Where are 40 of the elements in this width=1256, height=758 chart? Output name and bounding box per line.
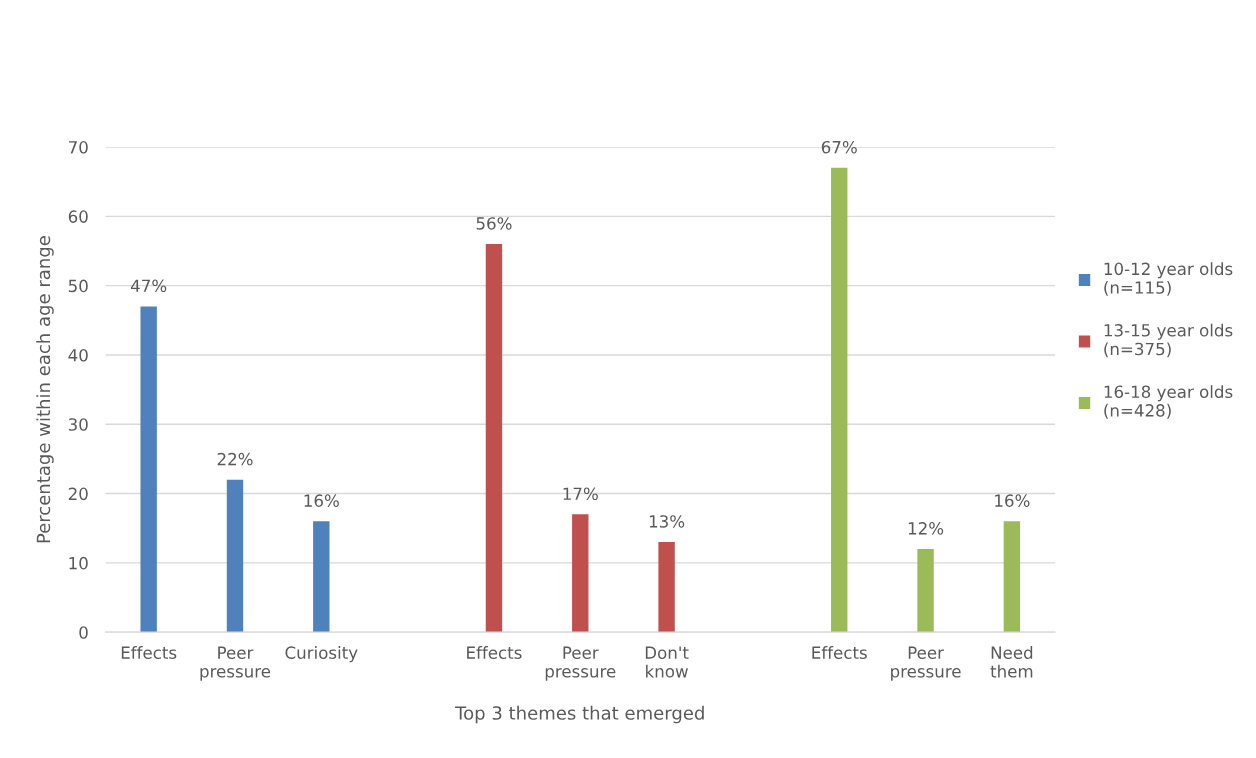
x-tick-label: Peer pressure xyxy=(200,646,271,681)
bar xyxy=(140,306,157,633)
x-tick-label: Don't know xyxy=(645,646,689,678)
legend-label: 10-12 year olds (n=115) xyxy=(1104,262,1233,296)
y-tick-label: 20 xyxy=(68,487,88,501)
x-tick-label: Curiosity xyxy=(285,646,358,663)
x-tick-label: Effects xyxy=(812,646,867,659)
bar xyxy=(313,521,330,633)
legend-label: 13-15 year olds (n=375) xyxy=(1104,323,1233,358)
x-tick-label: Peer pressure xyxy=(891,646,961,681)
y-tick-label: 0 xyxy=(79,626,88,639)
data-label: 16% xyxy=(995,494,1030,507)
x-tick-label: Effects xyxy=(121,646,177,659)
bar xyxy=(226,479,244,633)
y-tick-label: 40 xyxy=(68,348,88,362)
data-label: 12% xyxy=(908,522,944,535)
data-label: 67% xyxy=(821,140,857,154)
x-tick-label: Peer pressure xyxy=(545,646,616,681)
data-label: 22% xyxy=(217,452,253,466)
y-tick-label: 30 xyxy=(68,418,88,431)
data-label: 56% xyxy=(476,217,512,230)
bar xyxy=(831,167,848,633)
bar xyxy=(917,549,934,633)
x-tick-label: Effects xyxy=(467,646,522,659)
bar xyxy=(572,514,589,633)
data-label: 16% xyxy=(304,494,339,507)
legend-label: 16-18 year olds (n=428) xyxy=(1104,385,1233,419)
y-tick-label: 50 xyxy=(68,279,88,293)
y-tick-label: 10 xyxy=(69,556,88,570)
bar xyxy=(485,244,503,633)
x-axis-title: Top 3 themes that emerged xyxy=(455,705,704,724)
bar xyxy=(1003,521,1021,633)
bar xyxy=(658,542,675,633)
data-label: 17% xyxy=(563,487,598,501)
data-label: 47% xyxy=(130,279,167,293)
y-tick-label: 60 xyxy=(68,210,88,223)
y-tick-label: 70 xyxy=(69,141,88,154)
x-tick-label: Need them xyxy=(990,646,1033,678)
data-label: 13% xyxy=(649,515,685,528)
y-axis-title: Percentage within each age range xyxy=(36,236,54,543)
